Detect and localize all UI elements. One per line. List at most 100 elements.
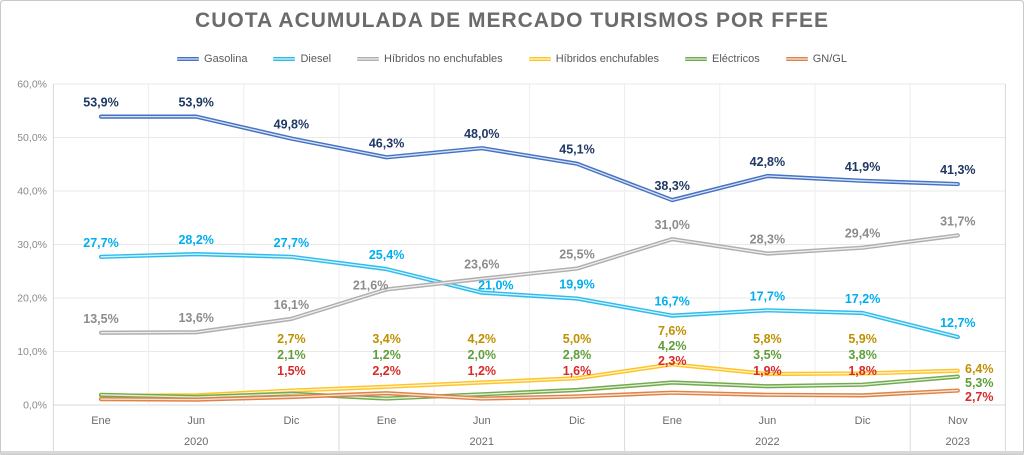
legend-item-label: GN/GL <box>812 53 847 65</box>
data-label-electricos: 5,3% <box>965 376 994 390</box>
legend-item-label: Eléctricos <box>712 53 760 65</box>
data-label-hibridos-enchufables: 5,9% <box>848 332 877 346</box>
x-axis-year-label: 2021 <box>470 436 494 448</box>
data-label-hibridos-no-enchufables: 21,6% <box>353 278 388 292</box>
data-label-gasolina: 38,3% <box>654 179 689 193</box>
data-label-gasolina: 41,9% <box>845 160 880 174</box>
data-label-hibridos-no-enchufables: 25,5% <box>559 248 594 262</box>
legend-line-swatch <box>177 57 200 61</box>
data-label-hibridos-no-enchufables: 31,0% <box>654 218 689 232</box>
legend-item-electricos: Eléctricos <box>685 53 760 65</box>
data-label-hibridos-enchufables: 5,0% <box>563 332 592 346</box>
data-label-hibridos-enchufables: 6,4% <box>965 362 994 376</box>
legend-line-swatch <box>528 57 551 61</box>
legend-item-gasolina: Gasolina <box>177 53 247 65</box>
data-label-gn-gl: 2,2% <box>372 364 401 378</box>
data-label-hibridos-enchufables: 2,7% <box>277 332 306 346</box>
x-axis-year-label: 2020 <box>184 436 208 448</box>
series-line-highlight-gn-gl <box>100 389 959 401</box>
series-line-highlight-gasolina <box>100 115 959 201</box>
data-label-diesel: 12,7% <box>940 316 975 330</box>
data-label-diesel: 17,7% <box>750 289 785 303</box>
data-label-gn-gl: 1,6% <box>563 364 592 378</box>
data-label-gn-gl: 1,9% <box>753 364 782 378</box>
data-label-gasolina: 49,8% <box>274 118 309 132</box>
series-line-highlight-hibridos-enchufables <box>100 363 959 397</box>
data-label-gn-gl: 1,5% <box>277 364 306 378</box>
data-label-gasolina: 53,9% <box>83 96 118 110</box>
data-label-gn-gl: 2,3% <box>658 354 687 368</box>
data-label-gasolina: 46,3% <box>369 136 404 150</box>
data-label-electricos: 3,5% <box>753 348 782 362</box>
data-label-hibridos-enchufables: 5,8% <box>753 332 782 346</box>
y-axis-tick-label: 30,0% <box>17 239 47 251</box>
legend-line-swatch <box>785 57 808 61</box>
legend-item-hibridos-enchufables: Híbridos enchufables <box>528 53 660 65</box>
legend-item-gn-gl: GN/GL <box>785 53 847 65</box>
chart-legend: Gasolina Diesel Híbridos no enchufables Híb… <box>1 53 1023 65</box>
x-axis-month-label: Ene <box>91 415 111 427</box>
x-axis-month-label: Jun <box>187 415 205 427</box>
data-label-electricos: 4,2% <box>658 339 687 353</box>
data-label-gasolina: 45,1% <box>559 143 594 157</box>
legend-item-label: Gasolina <box>204 53 248 65</box>
y-axis-tick-label: 0,0% <box>23 400 47 412</box>
data-label-gasolina: 42,8% <box>750 155 785 169</box>
y-axis-tick-label: 10,0% <box>17 346 47 358</box>
data-label-hibridos-enchufables: 3,4% <box>372 332 401 346</box>
x-axis-month-label: Jun <box>759 415 777 427</box>
chart-title: CUOTA ACUMULADA DE MERCADO TURISMOS POR … <box>195 9 829 32</box>
legend-item-label: Híbridos enchufables <box>555 53 660 65</box>
y-axis-tick-label: 20,0% <box>17 293 47 305</box>
x-axis-month-label: Dic <box>283 415 299 427</box>
legend-item-label: Diesel <box>300 53 332 65</box>
x-axis-month-label: Dic <box>855 415 871 427</box>
data-label-gn-gl: 2,7% <box>965 390 994 404</box>
legend-item-diesel: Diesel <box>273 53 331 65</box>
data-label-diesel: 27,7% <box>83 236 118 250</box>
legend-item-label: Híbridos no enchufables <box>384 53 503 65</box>
legend-line-swatch <box>685 57 708 61</box>
data-label-electricos: 1,2% <box>372 348 401 362</box>
series-line-highlight-hibridos-no-enchufables <box>100 234 959 334</box>
data-label-diesel: 17,2% <box>845 292 880 306</box>
y-axis-tick-label: 50,0% <box>17 132 47 144</box>
data-label-gasolina: 53,9% <box>178 96 213 110</box>
data-label-hibridos-no-enchufables: 29,4% <box>845 227 880 241</box>
data-label-hibridos-enchufables: 4,2% <box>468 332 497 346</box>
x-axis-month-label: Ene <box>377 415 397 427</box>
data-label-diesel: 25,4% <box>369 248 404 262</box>
data-label-diesel: 16,7% <box>654 295 689 309</box>
x-axis-year-label: 2023 <box>946 436 970 448</box>
legend-line-swatch <box>357 57 380 61</box>
y-axis-tick-label: 40,0% <box>17 186 47 198</box>
data-label-hibridos-no-enchufables: 31,7% <box>940 214 975 228</box>
x-axis-month-label: Ene <box>662 415 682 427</box>
data-label-gn-gl: 1,8% <box>848 364 877 378</box>
series-line-highlight-diesel <box>100 253 959 338</box>
legend-item-hibridos-no-enchufables: Híbridos no enchufables <box>357 53 503 65</box>
data-label-hibridos-enchufables: 7,6% <box>658 324 687 338</box>
data-label-diesel: 27,7% <box>274 236 309 250</box>
data-label-hibridos-no-enchufables: 16,1% <box>274 298 309 312</box>
data-label-hibridos-no-enchufables: 13,5% <box>83 312 118 326</box>
data-label-diesel: 28,2% <box>178 233 213 247</box>
x-axis-year-label: 2022 <box>755 436 779 448</box>
data-label-electricos: 2,1% <box>277 348 306 362</box>
data-label-gn-gl: 1,2% <box>468 364 497 378</box>
data-label-electricos: 2,8% <box>563 348 592 362</box>
legend-line-swatch <box>273 57 296 61</box>
y-axis-tick-label: 60,0% <box>17 79 47 91</box>
data-label-diesel: 21,0% <box>478 279 513 293</box>
x-axis-month-label: Jun <box>473 415 491 427</box>
data-label-hibridos-no-enchufables: 23,6% <box>464 258 499 272</box>
data-label-electricos: 2,0% <box>468 348 497 362</box>
card-bottom-edge <box>1 451 1023 454</box>
data-label-electricos: 3,8% <box>848 348 877 362</box>
series-line-highlight-electricos <box>100 375 959 400</box>
data-label-diesel: 19,9% <box>559 278 594 292</box>
x-axis-month-label: Dic <box>569 415 585 427</box>
x-axis-month-label: Nov <box>948 415 968 427</box>
